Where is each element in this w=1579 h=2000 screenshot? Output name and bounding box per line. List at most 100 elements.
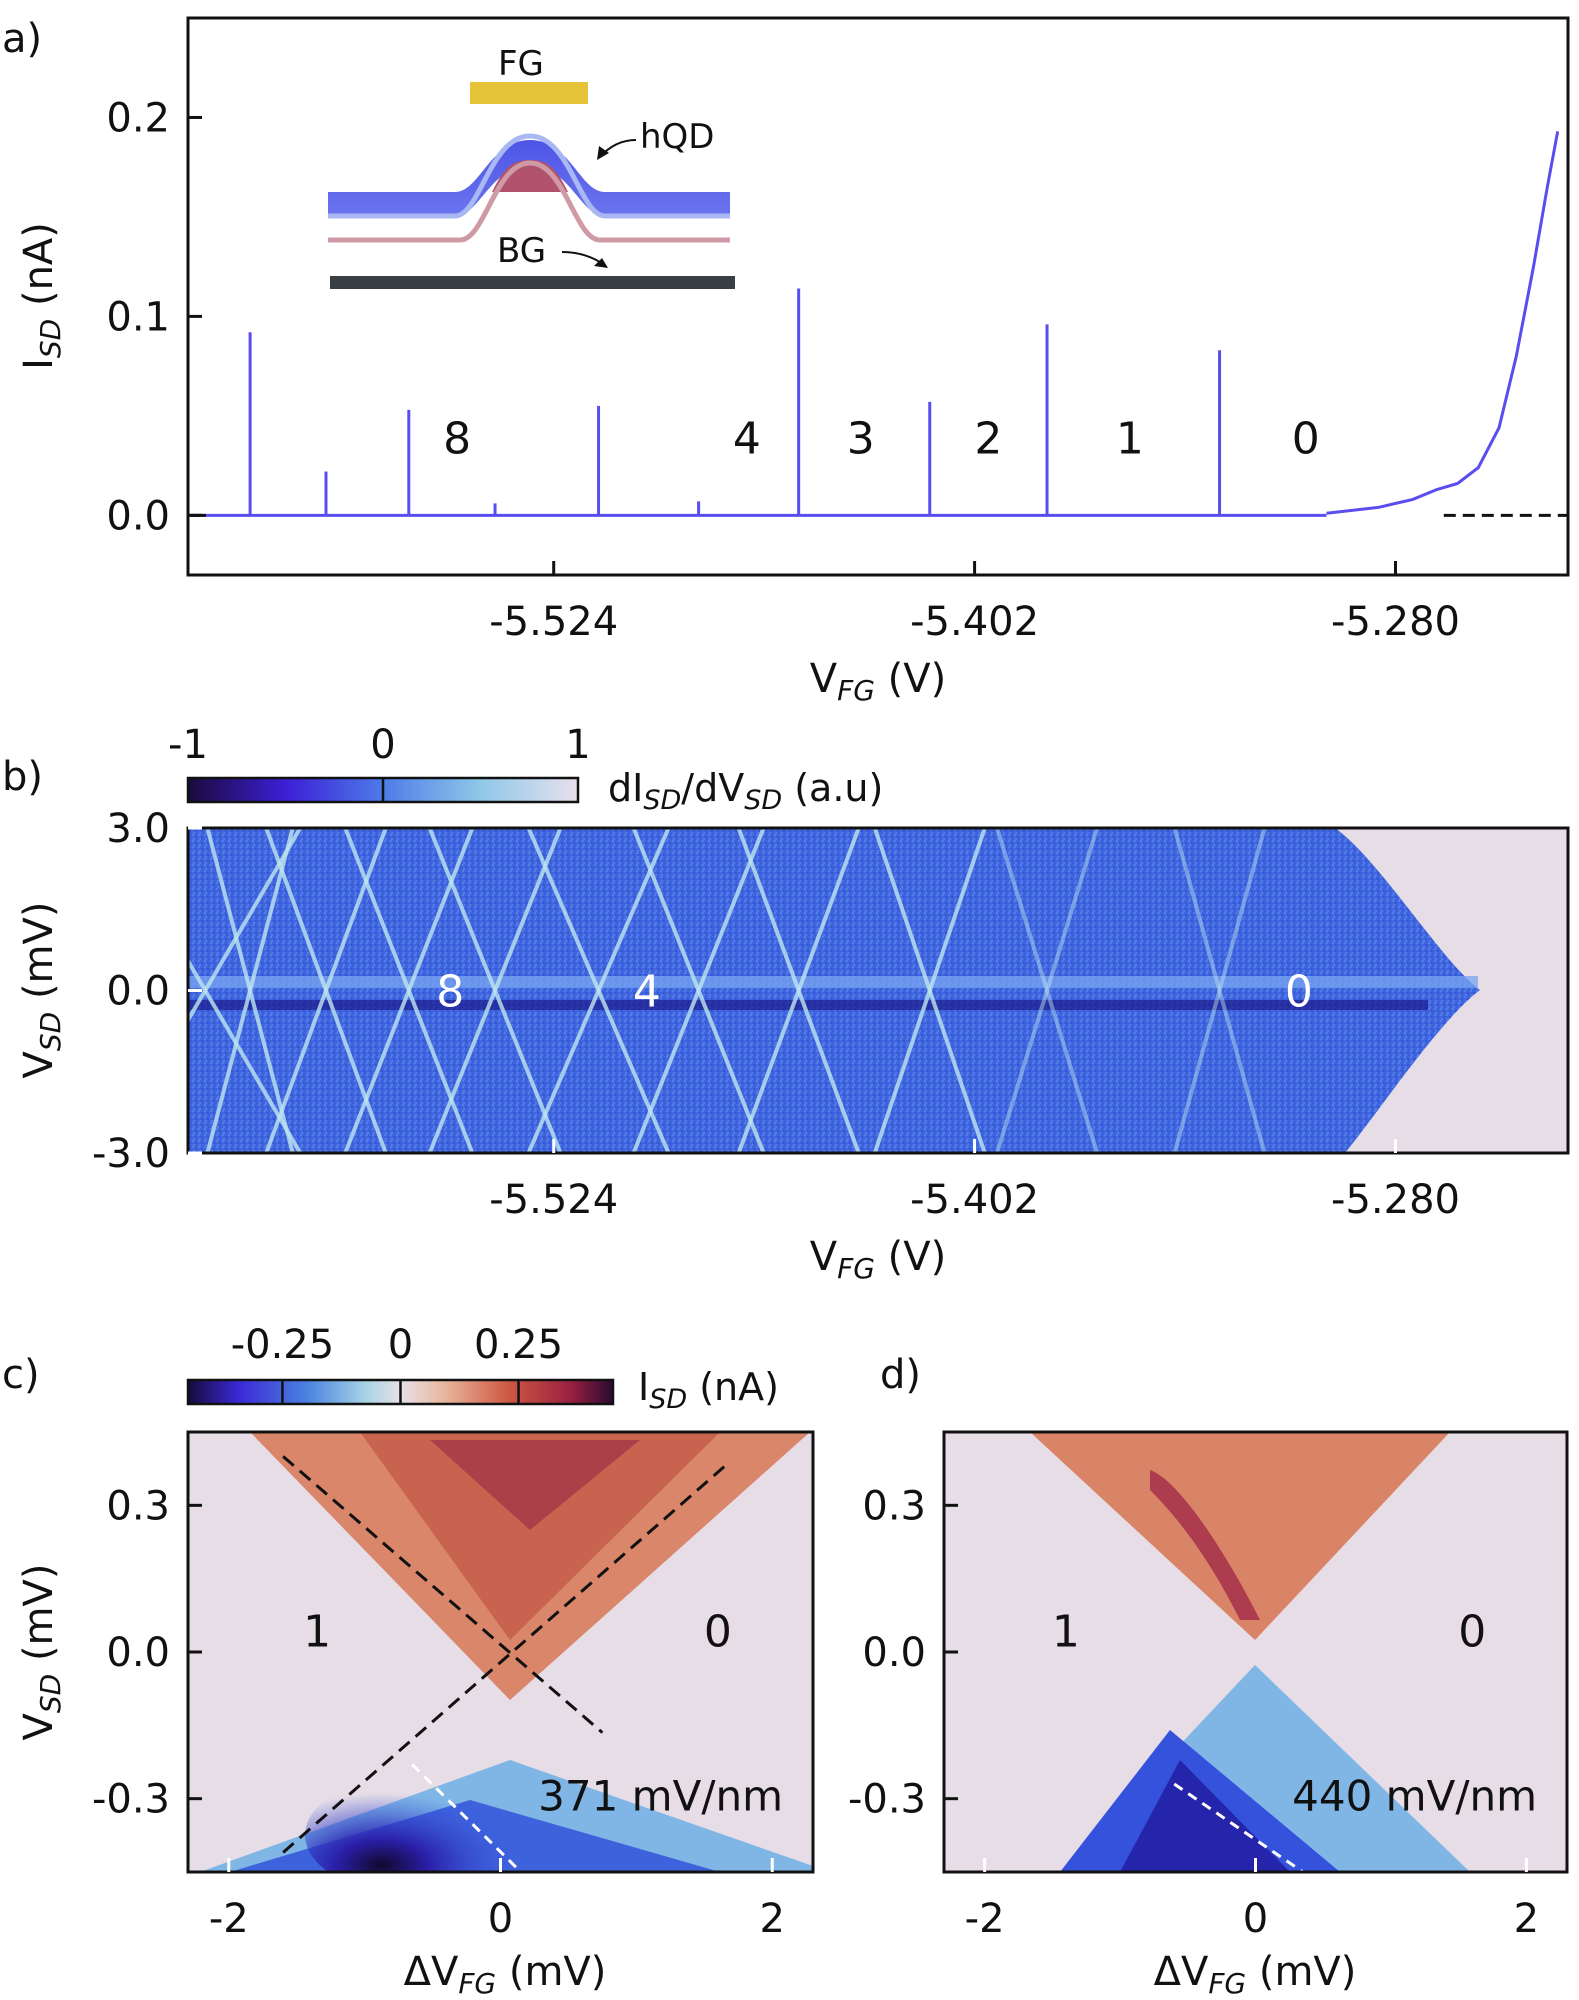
diamond-edge-down-left-3 xyxy=(343,989,411,1153)
c-dashed-guide-0 xyxy=(282,1455,604,1734)
map-b-blocked-region xyxy=(188,828,1480,1153)
panel-b-x-axis-label: VFG (V) xyxy=(810,1234,946,1285)
c-xtick-label-2: 2 xyxy=(760,1896,785,1942)
panel-a: a) 8 4 3 2 1 0 -5.524 -5.402 -5.280 0.0 0.1 0.2 FG… xyxy=(2,16,1570,707)
c-xlabel-main: ΔV xyxy=(404,1949,459,1995)
occupancy-label-a-4: 1 xyxy=(1116,414,1144,465)
d-occupancy-label-0: 1 xyxy=(1052,1606,1080,1657)
hqd-label: hQD xyxy=(640,117,715,157)
diamond-edge-up-right-4 xyxy=(493,828,563,992)
cb-b-main: dI xyxy=(608,766,643,810)
panel-d-guides xyxy=(1173,1782,1304,1872)
diamond-edge-down-left-5 xyxy=(526,989,601,1153)
panel-b-y-axis-label: VSD (mV) xyxy=(16,902,67,1079)
panel-b-ticks: -5.524 -5.402 -5.280 -3.0 0.0 3.0 xyxy=(92,806,1460,1223)
occupancy-label-b-0: 8 xyxy=(436,967,464,1018)
diamond-edge-up-left-5 xyxy=(526,828,601,992)
diamond-edge-up-right-6 xyxy=(696,828,766,992)
diamond-edge-down-left-6 xyxy=(631,989,701,1153)
colorbar-b-ticks: -1 0 1 xyxy=(168,722,591,768)
diamond-edge-down-right-8 xyxy=(927,989,987,1153)
c-ylabel-unit: (mV) xyxy=(16,1564,62,1674)
diamond-edge-up-left-4 xyxy=(427,828,497,992)
panel-c-label: c) xyxy=(2,1352,40,1398)
colorbar-b-title: dISD/dVSD (a.u) xyxy=(608,766,883,816)
panel-a-frame xyxy=(186,16,1570,577)
a-ylabel-main: I xyxy=(16,358,62,370)
c-xlabel-unit: (mV) xyxy=(496,1949,606,1995)
a-ytick-label-2: 0.2 xyxy=(106,95,170,141)
d-xtick-label-1: 0 xyxy=(1243,1896,1268,1942)
d-ytick-label-0: -0.3 xyxy=(848,1777,926,1823)
a-xlabel-main: V xyxy=(810,656,838,702)
c-dashed-white-guide xyxy=(411,1763,522,1872)
band-upper-outline xyxy=(328,133,730,219)
panel-a-x-axis-label: VFG (V) xyxy=(810,656,946,707)
b-xlabel-sub: FG xyxy=(837,1252,875,1285)
a-xtick-label-0: -5.524 xyxy=(489,599,618,645)
c-ylabel-main: V xyxy=(16,1712,62,1740)
occupancy-label-b-2: 0 xyxy=(1285,967,1313,1018)
a-ylabel-unit: (nA) xyxy=(16,222,62,319)
diamond-edge-up-left-8 xyxy=(872,828,932,992)
diamond-edge-up-left-6 xyxy=(631,828,701,992)
occupancy-label-a-3: 2 xyxy=(974,414,1002,465)
c-occupancy-label-0: 1 xyxy=(303,1606,331,1657)
c-occupancy-label-1: 0 xyxy=(704,1606,732,1657)
svg-text:VSD (mV): VSD (mV) xyxy=(16,902,67,1079)
map-d-negative-dark xyxy=(1120,1760,1290,1872)
b-ylabel-sub: SD xyxy=(34,1012,67,1051)
d-occupancy-label-1: 0 xyxy=(1458,1606,1486,1657)
panel-b-label: b) xyxy=(2,754,43,800)
d-xtick-label-0: -2 xyxy=(965,1896,1005,1942)
a-ytick-label-0: 0.0 xyxy=(106,493,170,539)
map-d-positive-lobe xyxy=(1030,1432,1450,1640)
panel-c-guides xyxy=(282,1455,726,1872)
cb-c-main: I xyxy=(638,1365,649,1409)
diamond-edge-down-right-9 xyxy=(1045,989,1099,1153)
cb-b-sub1: SD xyxy=(643,785,681,816)
diamond-edge-down-right-5 xyxy=(596,989,671,1153)
fg-gate xyxy=(470,82,588,104)
band-lower-outline xyxy=(328,160,730,243)
c-xlabel-sub: FG xyxy=(458,1967,496,2000)
diamond-edge-up-right-7 xyxy=(796,828,861,992)
panel-a-plot-area: 8 4 3 2 1 0 xyxy=(188,131,1568,517)
c-ylabel-sub: SD xyxy=(34,1674,67,1713)
coulomb-diamond-edges xyxy=(188,828,1267,1153)
diamond-edge-up-right-1 xyxy=(248,828,295,992)
a-xtick-label-1: -5.402 xyxy=(910,599,1039,645)
panel-c: c) -0.25 0 0.25 ISD (nA) -2 0 2-0.30.00.3 VS… xyxy=(2,1322,815,2000)
trace-onset-curve xyxy=(1326,131,1560,515)
diamond-edge-up-right-2 xyxy=(324,828,388,992)
b-ytick-label-2: 3.0 xyxy=(106,806,170,852)
cb-c-unit: (nA) xyxy=(687,1365,779,1409)
colorbar-c-ticks: -0.25 0 0.25 xyxy=(231,1322,563,1404)
d-xlabel-sub: FG xyxy=(1208,1967,1246,2000)
b-xtick-label-0: -5.524 xyxy=(489,1177,618,1223)
diamond-edge-up-right-8 xyxy=(927,828,987,992)
dot-fill xyxy=(492,160,568,192)
d-field-annotation: 440 mV/nm xyxy=(1292,1772,1537,1821)
band-upper xyxy=(328,140,730,216)
map-b-zero-bias-dark xyxy=(188,1000,1428,1010)
b-xtick-label-1: -5.402 xyxy=(910,1177,1039,1223)
fg-label: FG xyxy=(498,44,544,84)
panel-a-ticks: -5.524 -5.402 -5.280 0.0 0.1 0.2 xyxy=(106,95,1460,645)
diamond-edge-down-right-10 xyxy=(1217,989,1267,1153)
b-xlabel-unit: (V) xyxy=(875,1234,946,1280)
occupancy-label-b-1: 4 xyxy=(633,967,661,1018)
colorbar-b-tick-0: -1 xyxy=(168,722,208,768)
diamond-edge-up-left-1 xyxy=(205,828,253,992)
a-ylabel-sub: SD xyxy=(34,319,67,358)
colorbar-c-tick-0: -0.25 xyxy=(231,1322,335,1368)
diamond-edge-up-right-3 xyxy=(406,828,475,992)
d-ytick-label-1: 0.0 xyxy=(862,1630,926,1676)
b-xlabel-main: V xyxy=(810,1234,838,1280)
cb-b-mid: /dV xyxy=(681,766,744,810)
a-xtick-label-2: -5.280 xyxy=(1331,599,1460,645)
b-ytick-label-0: -3.0 xyxy=(92,1131,170,1177)
svg-text:VSD (mV): VSD (mV) xyxy=(16,1564,67,1741)
a-xlabel-sub: FG xyxy=(837,674,875,707)
